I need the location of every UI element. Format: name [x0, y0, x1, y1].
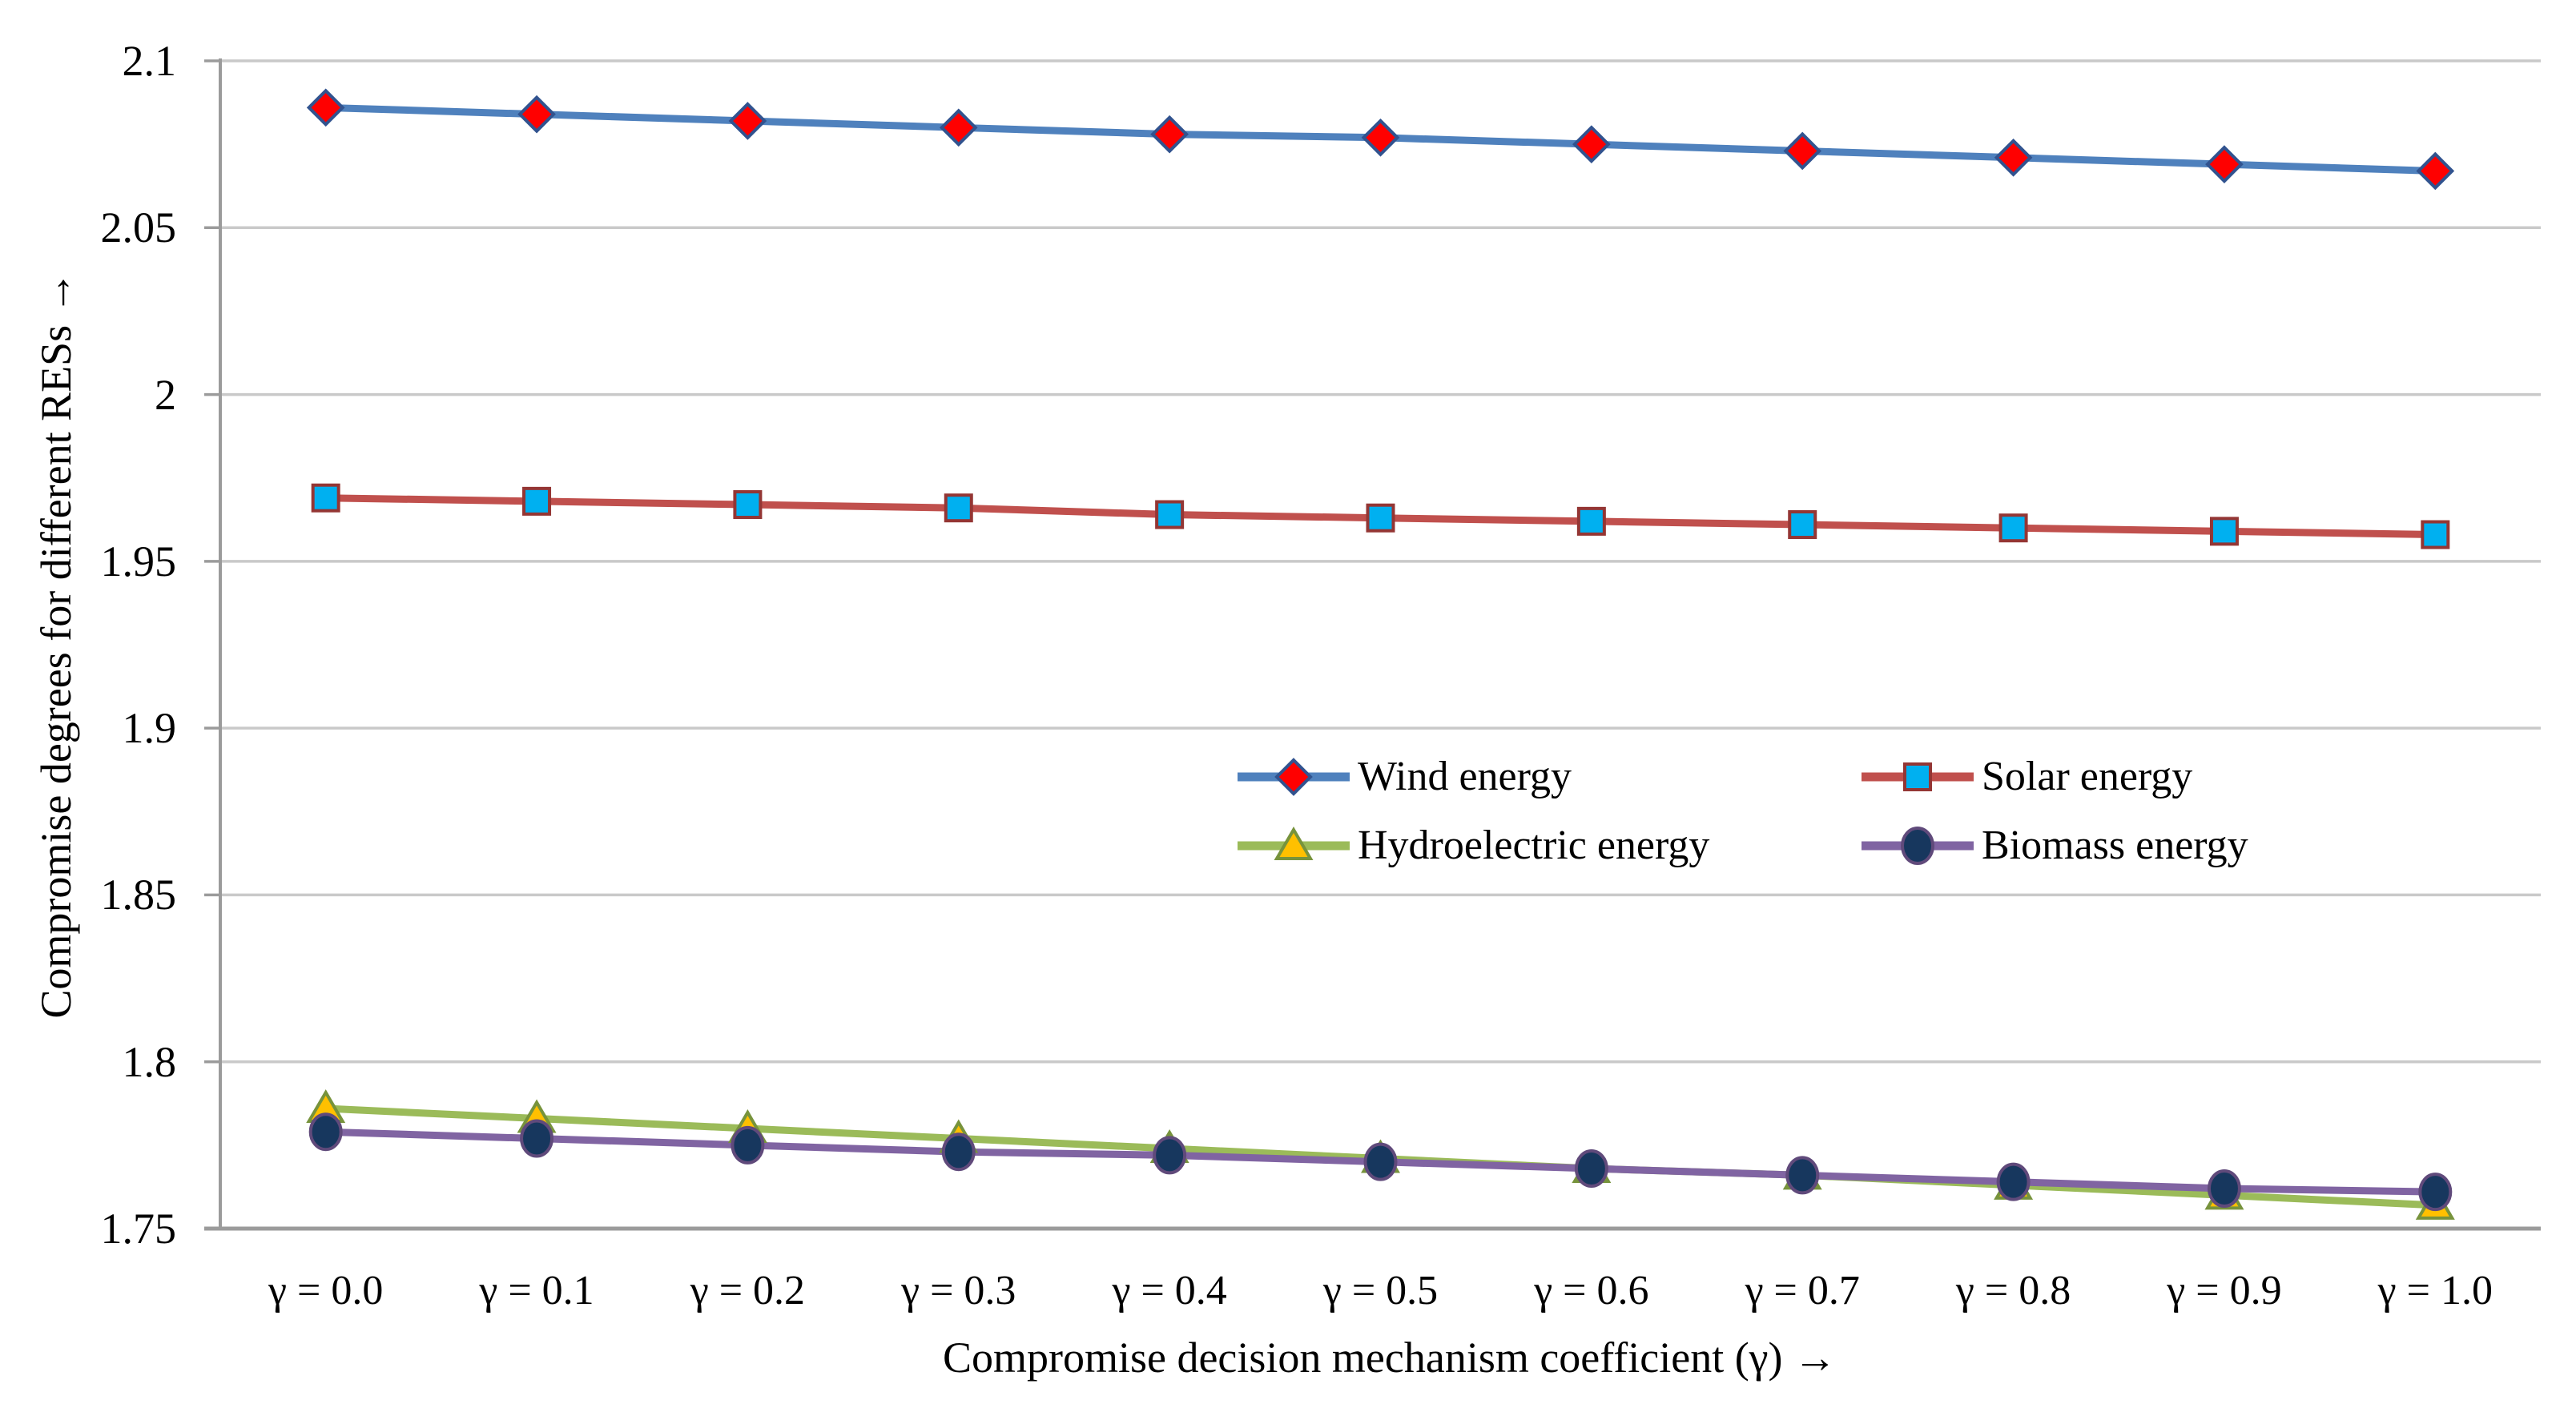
y-tick-label: 2: [155, 370, 176, 419]
legend-swatch-triangle-icon: [1238, 827, 1350, 860]
legend-item-wind-energy: Wind energy: [1238, 754, 1862, 799]
x-tick-label: γ = 0.1: [479, 1268, 594, 1313]
marker-circle: [731, 1125, 765, 1165]
marker-triangle: [1274, 827, 1314, 860]
plot-area: [204, 58, 2541, 1231]
marker-square: [1155, 500, 1185, 529]
marker-square: [944, 493, 973, 523]
y-tick-label: 1.85: [100, 871, 177, 919]
marker-square: [1998, 513, 2028, 543]
y-tick-label: 2.05: [100, 203, 177, 252]
x-tick-label: γ = 0.2: [690, 1268, 806, 1313]
marker-diamond: [1361, 118, 1400, 157]
marker-diamond: [306, 88, 345, 127]
y-tick-label: 1.75: [100, 1205, 177, 1253]
marker-diamond: [517, 95, 556, 134]
legend-item-biomass-energy: Biomass energy: [1862, 823, 2248, 868]
legend-swatch-square-icon: [1862, 762, 1974, 791]
x-tick-label: γ = 0.3: [901, 1268, 1016, 1313]
y-tick-label: 1.9: [122, 704, 177, 753]
legend-item-hydroelectric-energy: Hydroelectric energy: [1238, 823, 1862, 868]
legend-label: Hydroelectric energy: [1358, 823, 1710, 868]
legend-label: Wind energy: [1358, 754, 1572, 799]
legend-item-solar-energy: Solar energy: [1862, 754, 2248, 799]
marker-square: [1788, 510, 1817, 540]
x-tick-label: γ = 0.8: [1955, 1268, 2071, 1313]
marker-square: [1576, 506, 1606, 536]
marker-circle: [1363, 1142, 1398, 1181]
marker-diamond: [728, 102, 767, 140]
marker-circle: [1785, 1156, 1820, 1195]
x-axis-title: Compromise decision mechanism coefficien…: [942, 1334, 1837, 1382]
y-tick-label: 1.8: [122, 1037, 177, 1086]
marker-diamond: [1150, 115, 1189, 154]
marker-square: [1366, 503, 1395, 533]
marker-square: [2421, 520, 2450, 549]
marker-diamond: [1994, 138, 2033, 177]
marker-square: [311, 483, 340, 513]
legend-label: Biomass energy: [1982, 823, 2248, 868]
x-tick-label: γ = 1.0: [2377, 1268, 2493, 1313]
x-tick-label: γ = 0.4: [1112, 1268, 1227, 1313]
marker-diamond: [2205, 145, 2244, 183]
marker-diamond: [939, 108, 978, 147]
marker-circle: [2418, 1173, 2453, 1212]
x-tick-label: γ = 0.9: [2167, 1268, 2282, 1313]
marker-circle: [1153, 1136, 1187, 1175]
marker-square: [522, 486, 552, 516]
x-tick-label: γ = 0.0: [268, 1268, 384, 1313]
marker-diamond: [1783, 131, 1822, 171]
x-tick-label: γ = 0.6: [1534, 1268, 1649, 1313]
y-tick-label: 2.1: [122, 37, 177, 85]
x-tick-label: γ = 0.7: [1745, 1268, 1860, 1313]
marker-diamond: [1572, 125, 1611, 163]
legend-swatch-circle-icon: [1862, 827, 1974, 865]
marker-square: [733, 490, 763, 520]
marker-diamond: [1274, 758, 1313, 796]
x-tick-label: γ = 0.5: [1322, 1268, 1439, 1313]
marker-circle: [2207, 1169, 2241, 1209]
marker-circle: [308, 1112, 343, 1152]
legend-swatch-diamond-icon: [1238, 758, 1350, 796]
marker-circle: [1996, 1162, 2031, 1201]
marker-circle: [941, 1132, 976, 1172]
marker-circle: [520, 1119, 554, 1158]
marker-circle: [1574, 1149, 1608, 1189]
marker-square: [1903, 762, 1932, 791]
marker-circle: [1901, 827, 1934, 865]
legend: Wind energy Solar energy Hydroelectric ene…: [1238, 754, 2248, 868]
marker-square: [2209, 517, 2239, 546]
y-tick-label: 1.95: [100, 537, 177, 585]
marker-diamond: [2416, 151, 2455, 191]
legend-label: Solar energy: [1982, 754, 2193, 799]
